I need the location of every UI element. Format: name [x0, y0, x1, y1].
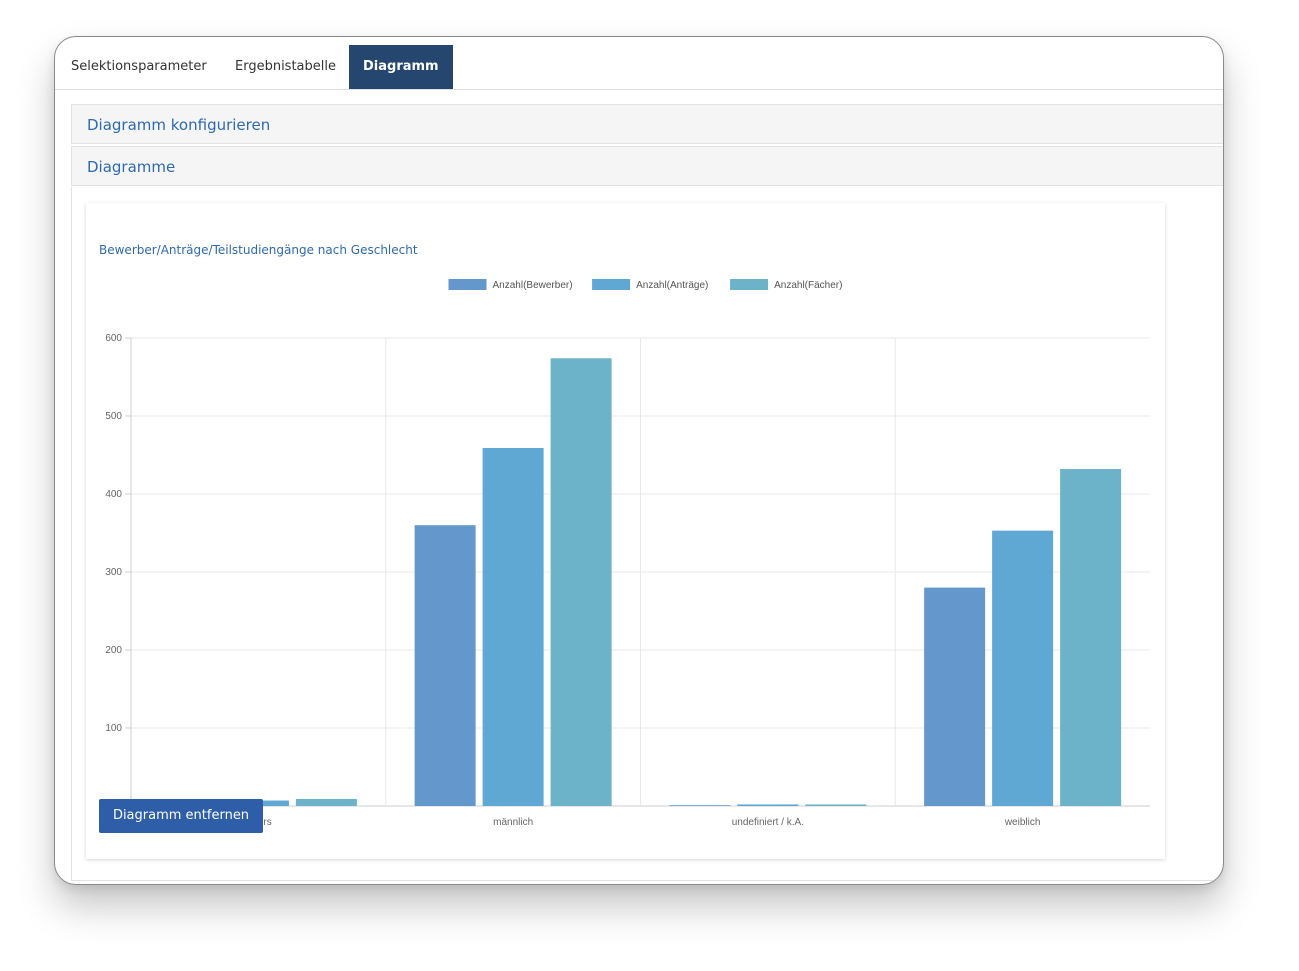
bar [550, 358, 612, 806]
bar [414, 525, 476, 806]
remove-chart-button[interactable]: Diagramm entfernen [99, 799, 263, 833]
x-tick-label: männlich [493, 817, 533, 828]
bar [805, 804, 867, 806]
legend-label: Anzahl(Anträge) [636, 280, 708, 291]
tab-bar: Selektionsparameter Ergebnistabelle Diag… [55, 45, 1223, 90]
tab-diagramm[interactable]: Diagramm [349, 45, 453, 89]
legend-swatch [592, 279, 631, 290]
y-tick-label: 500 [105, 411, 122, 422]
bar [992, 530, 1054, 806]
panel-diagramme[interactable]: Diagramme [71, 146, 1223, 186]
y-tick-label: 400 [105, 489, 122, 500]
legend-label: Anzahl(Fächer) [774, 280, 842, 291]
app-window: Selektionsparameter Ergebnistabelle Diag… [54, 36, 1224, 885]
bar [295, 798, 357, 806]
tab-ergebnistabelle[interactable]: Ergebnistabelle [235, 59, 336, 74]
bar [669, 805, 731, 806]
y-tick-label: 100 [105, 723, 122, 734]
chart-title: Bewerber/Anträge/Teilstudiengänge nach G… [99, 243, 418, 257]
bar [737, 804, 799, 806]
legend-swatch [448, 279, 487, 290]
panel-diagramm-konfigurieren[interactable]: Diagramm konfigurieren [71, 104, 1223, 144]
bar [924, 587, 986, 806]
bar [1060, 469, 1122, 806]
x-tick-label: weiblich [1004, 817, 1041, 828]
panel-body [71, 187, 1223, 881]
chart-card: 0100200300400500600diversmännlichundefin… [86, 203, 1165, 859]
tab-selektionsparameter[interactable]: Selektionsparameter [71, 59, 207, 74]
bar-chart: 0100200300400500600diversmännlichundefin… [105, 279, 1150, 828]
bar [482, 447, 544, 806]
y-tick-label: 600 [105, 333, 122, 344]
x-tick-label: undefiniert / k.A. [732, 817, 804, 828]
y-tick-label: 300 [105, 567, 122, 578]
y-tick-label: 200 [105, 645, 122, 656]
legend-label: Anzahl(Bewerber) [493, 280, 573, 291]
legend-swatch [730, 279, 769, 290]
